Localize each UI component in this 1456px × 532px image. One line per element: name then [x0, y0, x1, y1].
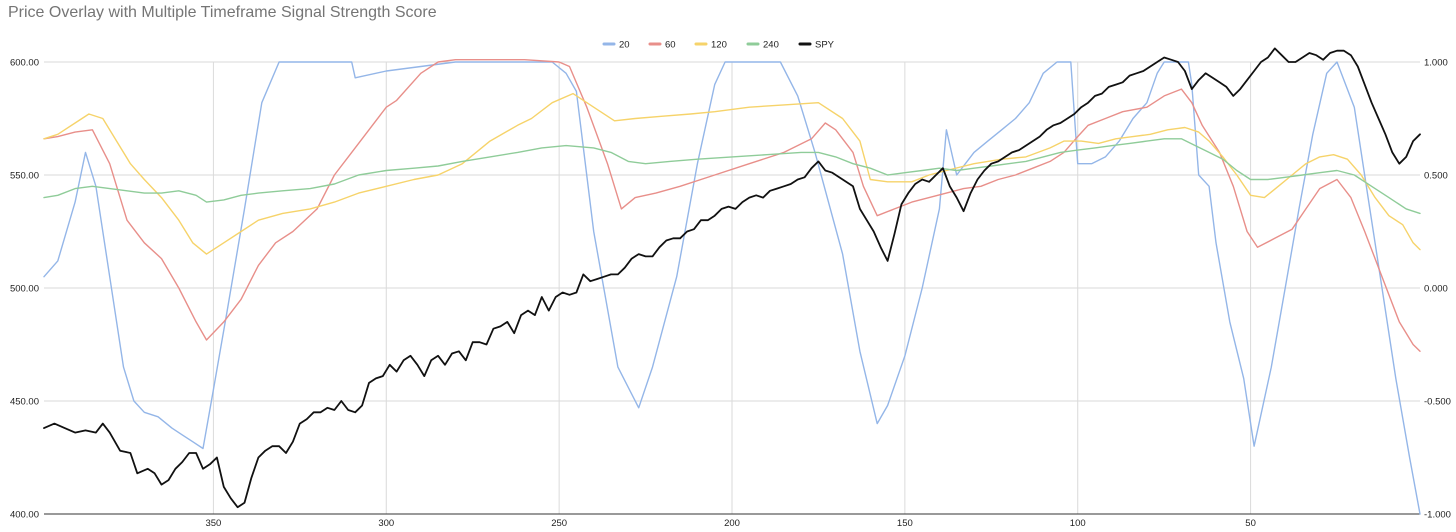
series-line-120 [43, 92, 1421, 255]
chart-title: Price Overlay with Multiple Timeframe Si… [8, 4, 437, 21]
y-left-tick-label: 600.00 [10, 58, 39, 69]
x-tick-label: 300 [378, 518, 394, 529]
series-line-20 [43, 61, 1421, 515]
y-left-tick-label: 450.00 [10, 397, 39, 408]
legend-label: 60 [665, 40, 676, 51]
y-right-tick-label: -1.000 [1424, 510, 1451, 521]
y-right-tick-label: 1.000 [1424, 58, 1448, 69]
legend-label: 120 [711, 40, 727, 51]
x-tick-label: 50 [1245, 518, 1256, 529]
x-tick-label: 350 [205, 518, 221, 529]
x-tick-label: 100 [1070, 518, 1086, 529]
y-left-tick-label: 550.00 [10, 171, 39, 182]
y-right-tick-label: 0.000 [1424, 284, 1448, 295]
legend-label: 240 [763, 40, 779, 51]
y-left-tick-label: 400.00 [10, 510, 39, 521]
x-tick-label: 200 [724, 518, 740, 529]
y-right-tick-label: -0.500 [1424, 397, 1451, 408]
series-line-spy [43, 47, 1421, 509]
legend-label: SPY [815, 40, 835, 51]
y-right-tick-label: 0.500 [1424, 171, 1448, 182]
legend-label: 20 [619, 40, 630, 51]
y-left-tick-label: 500.00 [10, 284, 39, 295]
x-tick-label: 150 [897, 518, 913, 529]
x-tick-label: 250 [551, 518, 567, 529]
series-line-240 [43, 138, 1421, 215]
series-line-60 [43, 59, 1421, 352]
